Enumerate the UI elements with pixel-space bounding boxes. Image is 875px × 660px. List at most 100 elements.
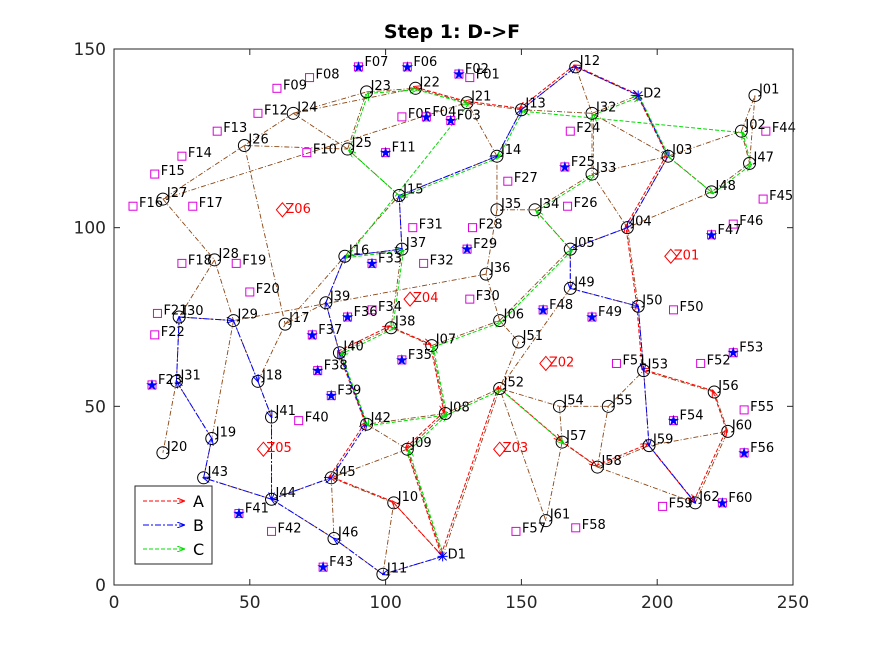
zone-label: Z06 (285, 202, 310, 217)
junction-label: J05 (573, 236, 594, 251)
junction-marker (172, 310, 186, 324)
target-frame (446, 115, 456, 125)
target-star: ★ (341, 308, 354, 326)
flag-label: F17 (199, 196, 223, 211)
edge-J60-J56 (713, 391, 729, 432)
edge-J42-J09 (366, 423, 408, 450)
depot-marker (437, 551, 448, 562)
junction-marker (408, 81, 422, 95)
junction-label: J20 (166, 440, 187, 455)
target-label: F53 (739, 341, 763, 356)
junction-marker (705, 185, 719, 199)
junction-marker (563, 281, 577, 295)
junction-label: J41 (275, 404, 296, 419)
target-frame (402, 62, 412, 72)
junction-marker (493, 314, 507, 328)
route-a-segment (440, 387, 498, 556)
target-frame (462, 244, 472, 254)
y-tick-label: 50 (84, 397, 106, 417)
flag-marker (503, 176, 513, 186)
junction-label: J45 (334, 465, 355, 480)
edge-J26-J17 (243, 145, 286, 325)
target-frame (147, 380, 157, 390)
flag-label: F44 (772, 121, 796, 136)
junction-marker (569, 60, 583, 74)
edge-J09-J45 (331, 448, 408, 479)
edge-J26-J27 (162, 145, 245, 200)
target-star: ★ (705, 226, 718, 244)
edge-J52-J54 (499, 388, 560, 407)
target-label: F38 (324, 359, 348, 374)
route-b-segment (383, 555, 443, 574)
flag-marker (231, 258, 241, 268)
flag-marker (294, 416, 304, 426)
flag-marker (150, 330, 160, 340)
flag-label: F19 (242, 253, 266, 268)
target-star: ★ (667, 412, 680, 430)
junction-marker (748, 88, 762, 102)
junction-label: J37 (405, 236, 426, 251)
flag-label: F20 (256, 282, 280, 297)
route-a-segment (406, 411, 445, 448)
junction-marker (156, 192, 170, 206)
depot-label: D1 (448, 547, 466, 562)
junction-marker (707, 385, 721, 399)
edge-J28-J29 (214, 259, 234, 321)
edge-J27-J21 (162, 102, 468, 200)
edge-J56-J53 (643, 370, 715, 393)
legend-label: C (193, 540, 204, 559)
x-tick-label: 200 (641, 593, 673, 613)
edge-J07-J06 (431, 320, 500, 347)
route-b-segment (637, 95, 668, 156)
route-c-segment (408, 415, 447, 452)
flag-label: F21 (163, 303, 187, 318)
junction-marker (555, 435, 569, 449)
junction-marker (341, 142, 355, 156)
junction-label: J17 (288, 311, 309, 326)
target-star: ★ (232, 505, 245, 523)
junction-label: J01 (758, 82, 779, 97)
flag-label: F58 (582, 518, 606, 533)
target-star: ★ (311, 362, 324, 380)
flag-marker (465, 73, 475, 83)
junction-marker (197, 471, 211, 485)
flag-label: F28 (479, 218, 503, 233)
flag-marker (758, 194, 768, 204)
junction-label: J59 (652, 433, 673, 448)
route-layer (176, 65, 751, 574)
target-frame (397, 355, 407, 365)
route-c-segment (416, 89, 469, 104)
flag-label: F50 (679, 300, 703, 315)
edge-J09-J08 (407, 413, 446, 450)
junction-label: J15 (402, 183, 423, 198)
target-star: ★ (420, 108, 433, 126)
junction-marker (156, 446, 170, 460)
junction-marker (721, 424, 735, 438)
edge-J54-J57 (558, 406, 563, 443)
junction-marker (332, 346, 346, 360)
route-c-segment (433, 347, 448, 416)
edge-J03-J32 (591, 112, 669, 157)
route-c-segment (712, 165, 751, 194)
edge-J27-J28 (162, 198, 215, 261)
flag-marker (245, 287, 255, 297)
junction-label: J36 (489, 261, 510, 276)
target-frame (728, 348, 738, 358)
target-star: ★ (352, 58, 365, 76)
target-label: F54 (679, 409, 703, 424)
edge-J26-J25 (244, 145, 348, 150)
junction-marker (327, 532, 341, 546)
edge-J61-J52 (499, 388, 547, 521)
junction-label: J08 (448, 400, 469, 415)
target-star: ★ (306, 326, 319, 344)
route-c-segment (498, 111, 524, 157)
route-b-segment (521, 67, 575, 111)
edge-J28-J30 (178, 259, 215, 318)
target-label: F36 (354, 305, 378, 320)
junction-marker (338, 249, 352, 263)
flag-label: F26 (574, 196, 598, 211)
route-a-segment (414, 87, 466, 102)
junction-label: J53 (647, 358, 668, 373)
junction-marker (278, 317, 292, 331)
target-label: F07 (364, 55, 388, 70)
